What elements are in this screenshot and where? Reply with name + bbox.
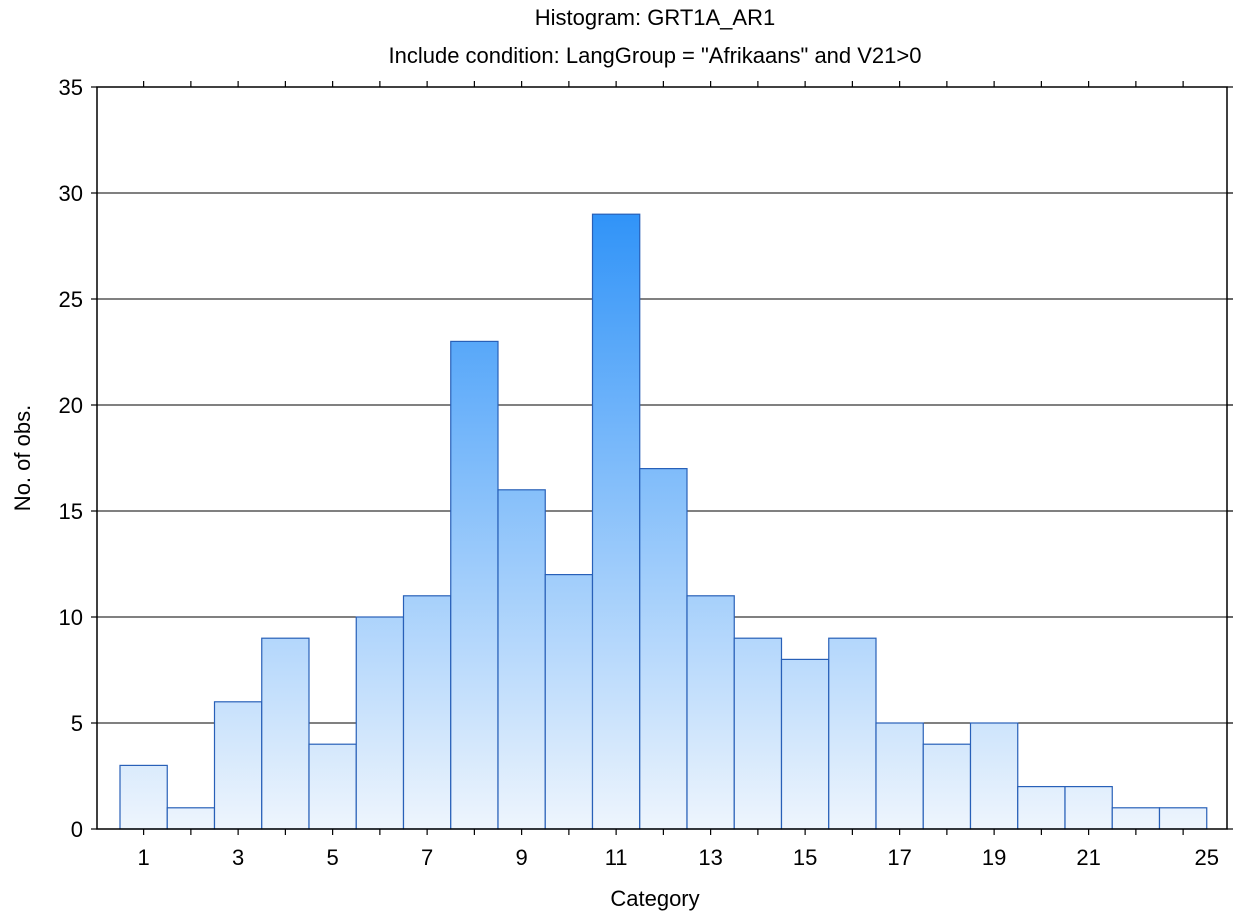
x-tick-label: 13 <box>698 845 722 870</box>
histogram-bar <box>875 722 924 830</box>
chart-subtitle: Include condition: LangGroup = "Afrikaan… <box>389 43 922 68</box>
histogram-bar <box>119 764 168 830</box>
x-tick-label: 7 <box>421 845 433 870</box>
histogram-bar <box>1064 785 1113 830</box>
histogram-bar <box>1111 807 1161 830</box>
x-tick-label: 1 <box>138 845 150 870</box>
histogram-bar <box>969 722 1019 830</box>
histogram-bar <box>213 701 263 830</box>
histogram-bar <box>828 637 877 830</box>
histogram-bar <box>402 595 452 830</box>
y-tick-label: 15 <box>59 499 83 524</box>
histogram-bar <box>922 743 972 830</box>
x-tick-label: 25 <box>1195 845 1219 870</box>
x-tick-label: 21 <box>1076 845 1100 870</box>
histogram-bar <box>355 616 405 830</box>
histogram-bar <box>261 637 310 830</box>
x-tick-label: 9 <box>516 845 528 870</box>
x-axis-label: Category <box>610 886 699 911</box>
histogram-bar <box>544 573 594 830</box>
x-tick-label: 5 <box>327 845 339 870</box>
bars <box>119 213 1208 830</box>
histogram-bar <box>450 340 499 830</box>
histogram-bar <box>308 743 357 830</box>
x-tick-label: 3 <box>232 845 244 870</box>
histogram-bar <box>1158 807 1208 830</box>
plot-frame <box>96 86 1228 830</box>
histogram-bar <box>591 213 641 830</box>
y-tick-label: 25 <box>59 287 83 312</box>
histogram-bar <box>1017 785 1066 830</box>
histogram-bar <box>780 658 830 830</box>
histogram-bar <box>497 489 546 830</box>
y-tick-label: 10 <box>59 605 83 630</box>
chart-title: Histogram: GRT1A_AR1 <box>535 5 775 30</box>
histogram-bar <box>639 468 688 830</box>
y-tick-label: 0 <box>71 817 83 842</box>
x-tick-label: 11 <box>605 845 628 870</box>
y-tick-label: 20 <box>59 393 83 418</box>
histogram-bar <box>733 637 783 830</box>
y-tick-label: 35 <box>59 75 83 100</box>
y-tick-label: 30 <box>59 181 83 206</box>
x-tick-label: 15 <box>793 845 817 870</box>
histogram-bar <box>686 595 735 830</box>
x-tick-label: 17 <box>887 845 911 870</box>
x-tick-label: 19 <box>982 845 1006 870</box>
histogram-bar <box>166 807 216 830</box>
y-axis-label: No. of obs. <box>10 405 35 511</box>
y-tick-label: 5 <box>71 711 83 736</box>
